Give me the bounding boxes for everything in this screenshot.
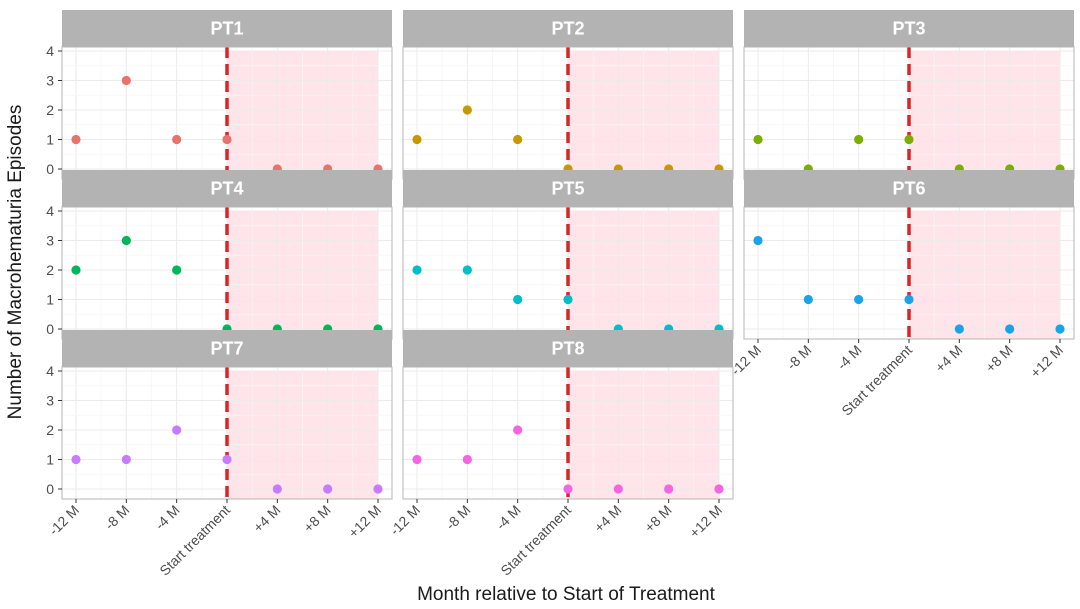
data-point <box>71 265 81 275</box>
data-point <box>753 235 763 246</box>
data-point <box>412 134 422 145</box>
facet-strip <box>403 10 733 47</box>
x-tick-label: -12 M <box>45 502 82 539</box>
data-point <box>222 454 232 465</box>
facet-strip-label: PT7 <box>210 339 243 359</box>
y-tick-label: 4 <box>46 203 54 219</box>
y-tick-label: 3 <box>46 233 54 249</box>
data-point <box>462 105 472 115</box>
x-tick-label: +4 M <box>591 502 625 536</box>
facet-strip <box>403 330 733 367</box>
facet-strip <box>403 170 733 207</box>
y-tick-label: 3 <box>46 73 54 89</box>
y-tick-label: 2 <box>46 102 54 118</box>
x-tick-label: -8 M <box>442 502 473 533</box>
y-tick-label: 1 <box>46 292 54 308</box>
y-tick-label: 1 <box>46 132 54 148</box>
facet-panel-pt1: PT1 0 1 2 3 4 <box>46 10 393 180</box>
x-tick-label: +12 M <box>1027 342 1066 381</box>
x-tick-label: +8 M <box>641 502 675 536</box>
data-point <box>323 484 333 494</box>
data-point <box>121 75 131 86</box>
y-tick-label: 0 <box>46 481 54 497</box>
y-tick-label: 3 <box>46 393 54 409</box>
data-point <box>904 134 914 145</box>
data-point <box>1055 324 1065 334</box>
facet-strip-label: PT1 <box>210 19 243 39</box>
facet-strip-label: PT3 <box>892 19 925 39</box>
y-tick-label: 2 <box>46 422 54 438</box>
x-tick-label: +12 M <box>345 502 384 541</box>
data-point <box>71 134 81 145</box>
data-point <box>664 484 674 494</box>
facet-strip-label: PT8 <box>551 339 584 359</box>
y-tick-label: 4 <box>46 363 54 379</box>
facet-strip <box>744 10 1074 47</box>
data-point <box>172 134 182 145</box>
x-tick-label: -4 M <box>152 502 183 533</box>
x-tick-label: +12 M <box>686 502 725 541</box>
grid-lines <box>744 207 1074 339</box>
y-axis-title: Number of Macrohematuria Episodes <box>5 105 26 420</box>
data-point <box>563 294 573 305</box>
x-tick-label: -8 M <box>783 342 814 373</box>
facet-panel-pt4: PT4 0 1 2 3 4 <box>46 170 393 340</box>
data-point <box>462 265 472 275</box>
data-point <box>121 454 131 465</box>
data-point <box>513 134 523 145</box>
data-point <box>412 454 422 465</box>
data-point <box>753 134 763 145</box>
x-tick-label: +4 M <box>250 502 284 536</box>
y-tick-label: 0 <box>46 321 54 337</box>
facet-strip-label: PT5 <box>551 179 584 199</box>
data-point <box>714 484 724 494</box>
data-point <box>462 454 472 465</box>
data-point <box>121 235 131 246</box>
data-point <box>71 454 81 465</box>
x-tick-label: +8 M <box>982 342 1016 376</box>
y-tick-label: 1 <box>46 452 54 468</box>
facet-panel-pt5: PT5 <box>402 170 734 340</box>
facet-strip <box>62 170 392 207</box>
data-point <box>172 425 182 435</box>
facet-strip <box>62 330 392 367</box>
x-tick-label: -4 M <box>834 342 865 373</box>
facet-strip-label: PT6 <box>892 179 925 199</box>
data-point <box>412 265 422 275</box>
data-point <box>222 134 232 145</box>
data-point <box>172 265 182 275</box>
data-point <box>854 134 864 145</box>
data-point <box>854 294 864 305</box>
data-point <box>373 484 383 494</box>
x-tick-label: +8 M <box>300 502 334 536</box>
data-point <box>513 294 523 305</box>
data-point <box>904 294 914 305</box>
data-point <box>803 294 813 305</box>
facet-strip <box>62 10 392 47</box>
facet-panel-pt3: PT3 <box>743 10 1075 180</box>
facet-strip-label: PT4 <box>210 179 243 199</box>
facet-strip <box>744 170 1074 207</box>
x-tick-label: -4 M <box>493 502 524 533</box>
x-tick-label: -8 M <box>101 502 132 533</box>
data-point <box>563 484 573 494</box>
facet-strip-label: PT2 <box>551 19 584 39</box>
data-point <box>1005 324 1015 334</box>
x-tick-label: +4 M <box>932 342 966 376</box>
y-tick-label: 0 <box>46 161 54 177</box>
y-tick-label: 2 <box>46 262 54 278</box>
data-point <box>954 324 964 334</box>
y-tick-label: 4 <box>46 43 54 59</box>
x-tick-label: -12 M <box>386 502 423 539</box>
x-axis-title: Month relative to Start of Treatment <box>417 584 716 605</box>
panels-layer: PT1 0 1 2 3 4 PT2 PT3 PT4 0 1 2 3 4 PT5 PT6 -12 M -8 M -4 … <box>45 10 1075 579</box>
facet-panel-pt2: PT2 <box>402 10 734 180</box>
data-point <box>513 425 523 435</box>
data-point <box>613 484 623 494</box>
data-point <box>272 484 282 494</box>
